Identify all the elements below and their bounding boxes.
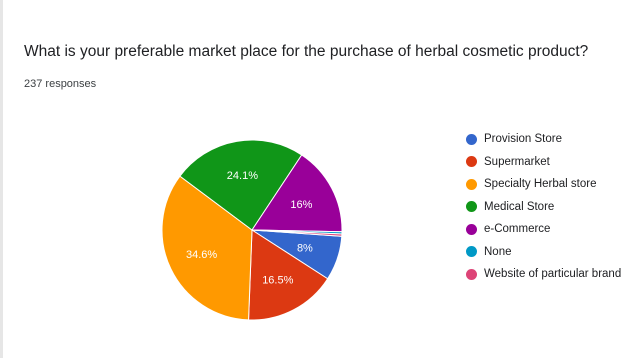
legend-label: Medical Store — [484, 201, 554, 213]
legend-item[interactable]: Supermarket — [466, 151, 621, 174]
legend-swatch — [466, 269, 477, 280]
legend-label: Provision Store — [484, 133, 562, 145]
legend-swatch — [466, 224, 477, 235]
slice-value-label: 8% — [297, 243, 313, 255]
legend-item[interactable]: Provision Store — [466, 128, 621, 151]
legend-swatch — [466, 134, 477, 145]
legend-swatch — [466, 179, 477, 190]
legend-item[interactable]: Website of particular brand — [466, 263, 621, 286]
slice-value-label: 16.5% — [262, 275, 293, 287]
pie-chart: 8% 16.5% 34.6% 24.1% 16% — [160, 138, 344, 322]
legend-swatch — [466, 201, 477, 212]
legend-item[interactable]: Specialty Herbal store — [466, 173, 621, 196]
legend-label: e-Commerce — [484, 223, 550, 235]
slice-value-label: 24.1% — [227, 170, 258, 182]
legend-item[interactable]: e-Commerce — [466, 218, 621, 241]
chart-legend: Provision Store Supermarket Specialty Herb… — [466, 128, 621, 286]
legend-label: Supermarket — [484, 156, 550, 168]
legend-label: None — [484, 246, 512, 258]
slice-value-label: 34.6% — [186, 249, 217, 261]
response-count: 237 responses — [24, 78, 96, 90]
slice-value-label: 16% — [290, 199, 312, 211]
legend-item[interactable]: None — [466, 241, 621, 264]
legend-item[interactable]: Medical Store — [466, 196, 621, 219]
legend-label: Website of particular brand — [484, 268, 621, 280]
card-left-border — [0, 0, 3, 358]
legend-swatch — [466, 246, 477, 257]
question-title: What is your preferable market place for… — [24, 42, 624, 62]
legend-swatch — [466, 156, 477, 167]
legend-label: Specialty Herbal store — [484, 178, 597, 190]
